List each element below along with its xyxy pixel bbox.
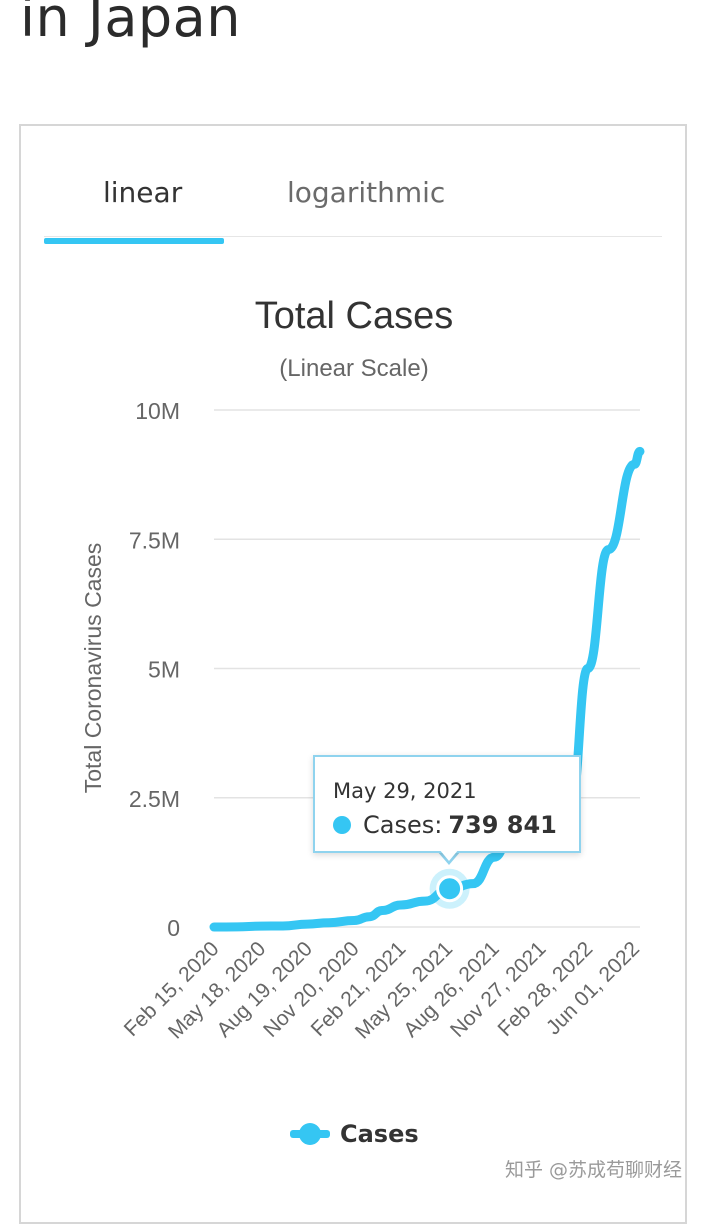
tooltip-date: May 29, 2021: [333, 779, 477, 803]
tooltip-arrow-fill: [439, 849, 459, 861]
tab-divider: [44, 236, 662, 237]
tab-linear[interactable]: linear: [103, 176, 183, 209]
series-cases: [209, 446, 645, 932]
legend-item-cases[interactable]: Cases: [290, 1120, 419, 1148]
active-tab-indicator: [44, 238, 224, 244]
y-tick-label: 10M: [135, 398, 180, 424]
legend-label: Cases: [340, 1120, 419, 1148]
tooltip-value: 739 841: [448, 811, 557, 839]
chart-title: Total Cases: [255, 295, 454, 337]
y-tick-label: 5M: [148, 657, 180, 683]
data-tooltip: May 29, 2021 Cases: 739 841: [313, 755, 581, 853]
chart-card: [19, 124, 687, 1224]
series-dot-icon: [333, 816, 351, 834]
tooltip-series-label: Cases:: [363, 811, 443, 839]
y-tick-label: 2.5M: [129, 786, 180, 812]
watermark-text: 知乎 @苏成苟聊财经: [505, 1159, 683, 1181]
hover-marker-point: [436, 875, 464, 903]
y-tick-label: 0: [167, 915, 180, 941]
series-line-cases: [209, 446, 645, 932]
y-tick-labels: 0 2.5M 5M 7.5M 10M: [129, 398, 180, 941]
chart-subtitle: (Linear Scale): [279, 355, 428, 382]
y-tick-label: 7.5M: [129, 527, 180, 553]
page-title: in Japan: [20, 0, 242, 49]
legend-line-icon: [290, 1123, 330, 1145]
hover-marker: [429, 868, 470, 909]
tab-logarithmic[interactable]: logarithmic: [287, 176, 446, 209]
y-axis-label: Total Coronavirus Cases: [80, 543, 106, 794]
tooltip-row: Cases: 739 841: [333, 811, 557, 839]
